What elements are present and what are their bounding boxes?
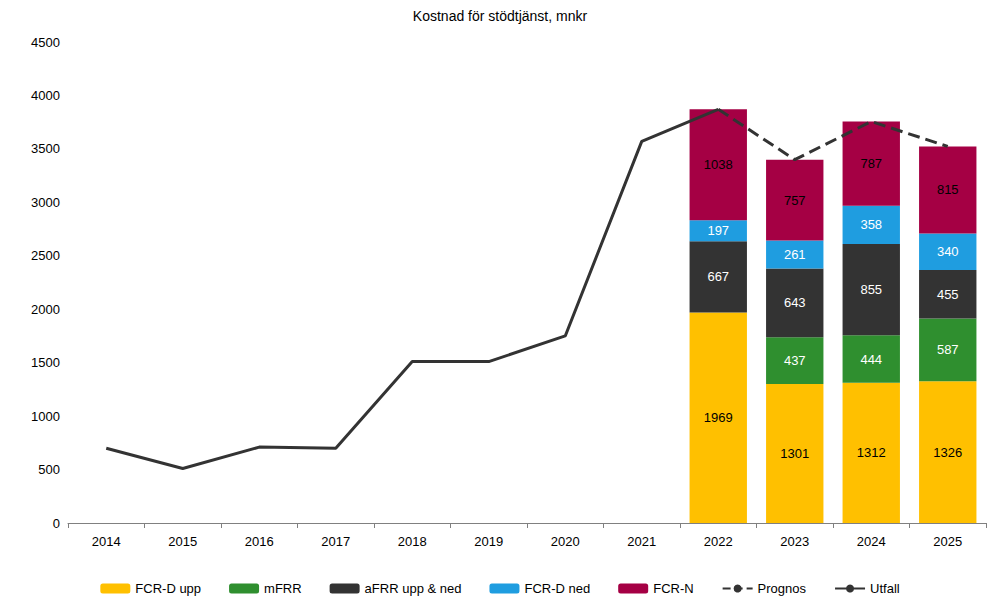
svg-text:855: 855 [860, 282, 882, 297]
svg-text:444: 444 [860, 352, 882, 367]
svg-text:437: 437 [784, 353, 806, 368]
svg-text:Kostnad för stödtjänst, mnkr: Kostnad för stödtjänst, mnkr [413, 8, 588, 24]
svg-text:1326: 1326 [933, 445, 962, 460]
svg-text:2023: 2023 [780, 534, 809, 549]
svg-text:2022: 2022 [704, 534, 733, 549]
svg-text:2021: 2021 [627, 534, 656, 549]
svg-text:2019: 2019 [474, 534, 503, 549]
svg-text:340: 340 [937, 244, 959, 259]
svg-text:643: 643 [784, 295, 806, 310]
svg-text:757: 757 [784, 193, 806, 208]
svg-text:2015: 2015 [168, 534, 197, 549]
svg-text:2018: 2018 [398, 534, 427, 549]
svg-text:1038: 1038 [704, 157, 733, 172]
svg-text:Prognos: Prognos [758, 581, 807, 596]
svg-text:FCR-D ned: FCR-D ned [524, 581, 590, 596]
svg-text:FCR-N: FCR-N [653, 581, 693, 596]
svg-text:587: 587 [937, 342, 959, 357]
svg-text:1301: 1301 [780, 446, 809, 461]
svg-text:mFRR: mFRR [264, 581, 302, 596]
svg-text:aFRR upp & ned: aFRR upp & ned [365, 581, 462, 596]
svg-text:261: 261 [784, 247, 806, 262]
svg-text:667: 667 [707, 269, 729, 284]
svg-text:1969: 1969 [704, 410, 733, 425]
svg-text:358: 358 [860, 217, 882, 232]
svg-text:1000: 1000 [31, 409, 60, 424]
svg-text:2017: 2017 [321, 534, 350, 549]
svg-text:3500: 3500 [31, 141, 60, 156]
svg-text:4000: 4000 [31, 88, 60, 103]
svg-text:3000: 3000 [31, 195, 60, 210]
svg-text:787: 787 [860, 156, 882, 171]
svg-text:1500: 1500 [31, 355, 60, 370]
svg-text:455: 455 [937, 287, 959, 302]
svg-text:815: 815 [937, 182, 959, 197]
svg-text:197: 197 [707, 223, 729, 238]
svg-text:2000: 2000 [31, 302, 60, 317]
svg-text:2025: 2025 [933, 534, 962, 549]
svg-text:2014: 2014 [92, 534, 121, 549]
svg-text:500: 500 [38, 462, 60, 477]
svg-text:0: 0 [53, 516, 60, 531]
svg-text:2020: 2020 [551, 534, 580, 549]
svg-text:1312: 1312 [857, 445, 886, 460]
svg-text:4500: 4500 [31, 35, 60, 50]
svg-text:Utfall: Utfall [870, 581, 900, 596]
svg-text:2016: 2016 [245, 534, 274, 549]
svg-text:FCR-D upp: FCR-D upp [135, 581, 201, 596]
svg-text:2500: 2500 [31, 248, 60, 263]
svg-text:2024: 2024 [857, 534, 886, 549]
